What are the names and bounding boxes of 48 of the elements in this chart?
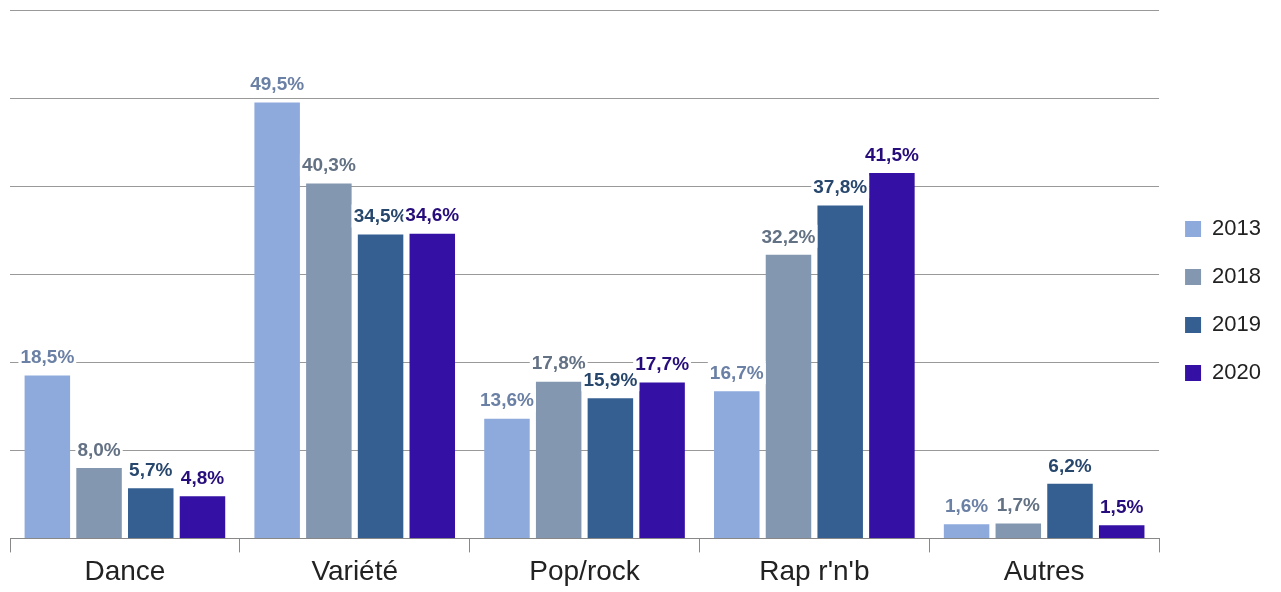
x-tick-label: Pop/rock	[529, 554, 641, 586]
legend-label: 2020	[1212, 359, 1262, 385]
x-tick-label: Autres	[1003, 554, 1085, 586]
data-label: 5,7%	[129, 458, 173, 480]
data-label: 1,5%	[1100, 495, 1144, 517]
data-label: 17,7%	[635, 353, 690, 375]
data-label: 4,8%	[180, 466, 225, 488]
data-label: 34,6%	[405, 204, 460, 226]
data-label: 6,2%	[1048, 454, 1092, 476]
data-label: 18,5%	[20, 346, 75, 368]
bar	[817, 205, 863, 538]
data-label: 49,5%	[250, 73, 305, 95]
legend-label: 2018	[1212, 263, 1262, 289]
data-label: 32,2%	[761, 225, 816, 247]
bar	[943, 524, 990, 538]
bar	[535, 381, 582, 538]
data-label: 17,8%	[531, 352, 586, 374]
bar	[995, 523, 1042, 538]
data-label: 37,8%	[813, 176, 868, 198]
bar	[128, 488, 174, 538]
bar	[409, 233, 456, 538]
bar	[587, 398, 634, 538]
bar	[357, 234, 404, 538]
x-tick-label: Dance	[84, 554, 166, 586]
bar	[1047, 483, 1093, 538]
bar	[254, 102, 300, 538]
data-label: 13,6%	[480, 389, 535, 411]
x-tick-label: Variété	[311, 554, 399, 586]
data-label: 41,5%	[864, 143, 919, 165]
data-label: 8,0%	[77, 438, 121, 460]
x-tick-label: Rap r'n'b	[759, 554, 870, 586]
data-label: 1,7%	[996, 494, 1041, 516]
bar	[76, 467, 122, 538]
bar	[639, 382, 685, 538]
bar	[765, 254, 812, 538]
data-label: 40,3%	[301, 154, 356, 176]
bar	[714, 391, 760, 538]
bar	[869, 172, 915, 538]
legend-label: 2019	[1212, 311, 1262, 337]
bar	[179, 496, 226, 538]
bar	[484, 418, 530, 538]
bar	[306, 183, 352, 538]
data-label: 16,7%	[709, 362, 764, 384]
data-label: 1,6%	[944, 495, 989, 517]
bar	[1098, 525, 1145, 538]
bar	[24, 375, 71, 538]
data-label: 15,9%	[583, 369, 638, 391]
legend-label: 2013	[1212, 215, 1262, 241]
